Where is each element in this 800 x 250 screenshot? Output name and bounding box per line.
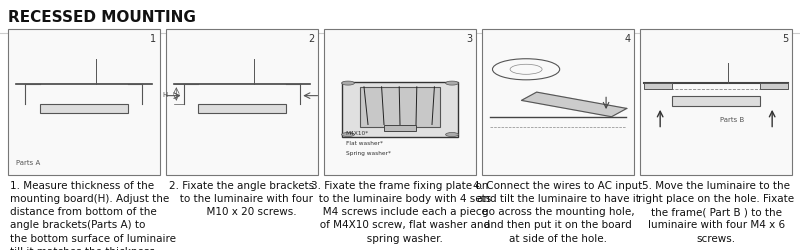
Bar bbox=[482, 30, 634, 175]
Bar bbox=[324, 30, 476, 175]
Bar bbox=[360, 88, 440, 128]
Text: H: H bbox=[162, 92, 167, 98]
Text: 2: 2 bbox=[308, 34, 314, 44]
Text: 2. Fixate the angle brackets
   to the luminaire with four
      M10 x 20 screws: 2. Fixate the angle brackets to the lumi… bbox=[170, 180, 314, 216]
Circle shape bbox=[446, 133, 458, 137]
Text: 1: 1 bbox=[150, 34, 157, 44]
Bar bbox=[384, 125, 416, 131]
Text: 1. Measure thickness of the
mounting board(H). Adjust the
distance from bottom o: 1. Measure thickness of the mounting boa… bbox=[10, 180, 176, 250]
Text: 4: 4 bbox=[625, 34, 630, 44]
Text: 4. Connect the wires to AC input
and tilt the luminaire to have it
go across the: 4. Connect the wires to AC input and til… bbox=[474, 180, 642, 242]
Circle shape bbox=[342, 82, 354, 86]
Bar bbox=[644, 84, 672, 89]
Text: M4X10*: M4X10* bbox=[346, 130, 369, 135]
Text: Parts B: Parts B bbox=[720, 117, 745, 123]
Text: 5: 5 bbox=[782, 34, 789, 44]
Circle shape bbox=[446, 82, 458, 86]
Text: RECESSED MOUNTING: RECESSED MOUNTING bbox=[8, 10, 196, 25]
Circle shape bbox=[342, 133, 354, 137]
Bar bbox=[8, 30, 160, 175]
Bar bbox=[342, 82, 458, 138]
Bar bbox=[672, 97, 760, 106]
Bar bbox=[760, 84, 788, 89]
Bar bbox=[40, 104, 128, 114]
Text: Flat washer*: Flat washer* bbox=[346, 140, 382, 145]
Bar bbox=[640, 30, 792, 175]
Bar bbox=[198, 104, 286, 114]
Text: Spring washer*: Spring washer* bbox=[346, 150, 390, 155]
Text: Parts A: Parts A bbox=[16, 159, 40, 165]
Text: 3: 3 bbox=[466, 34, 473, 44]
Text: 3. Fixate the frame fixing plate on
   to the luminaire body with 4 sets
   M4 s: 3. Fixate the frame fixing plate on to t… bbox=[309, 180, 491, 242]
Bar bbox=[166, 30, 318, 175]
Polygon shape bbox=[522, 93, 626, 117]
Text: 5. Move the luminaire to the
right place on the hole. Fixate
the frame( Part B ): 5. Move the luminaire to the right place… bbox=[638, 180, 794, 242]
